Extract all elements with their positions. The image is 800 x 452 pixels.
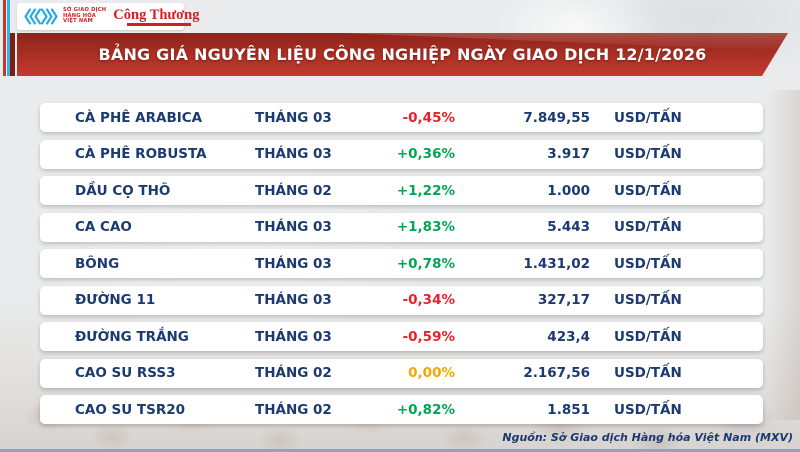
change-percent: -0,59% bbox=[402, 328, 455, 345]
price-value: 2.167,56 bbox=[523, 365, 590, 381]
change-percent: 0,00% bbox=[408, 365, 455, 381]
left-accent-stripe-cyan bbox=[7, 0, 10, 76]
table-row: BÔNG THÁNG 03 +0,78% 1.431,02 USD/TẤN bbox=[40, 249, 763, 278]
change-percent: +0,82% bbox=[396, 401, 455, 418]
commodity-name: CA CAO bbox=[75, 219, 132, 235]
logo-plate: SỞ GIAO DỊCH HÀNG HÓA VIỆT NAM Công Thươ… bbox=[17, 3, 199, 30]
price-unit: USD/TẤN bbox=[614, 146, 682, 162]
mxv-logo-line: SỞ GIAO DỊCH bbox=[63, 7, 107, 14]
price-value: 1.851 bbox=[547, 401, 590, 418]
mxv-logo-text: SỞ GIAO DỊCH HÀNG HÓA VIỆT NAM bbox=[63, 7, 107, 25]
price-unit: USD/TẤN bbox=[614, 401, 682, 418]
table-row: DẦU CỌ THÔ THÁNG 02 +1,22% 1.000 USD/TẤN bbox=[40, 176, 763, 205]
price-unit: USD/TẤN bbox=[614, 328, 682, 345]
price-value: 327,17 bbox=[537, 292, 590, 308]
change-percent: +0,36% bbox=[396, 146, 455, 162]
change-percent: -0,34% bbox=[402, 292, 455, 308]
price-unit: USD/TẤN bbox=[614, 292, 682, 308]
price-unit: USD/TẤN bbox=[614, 255, 682, 272]
mxv-logo-line: VIỆT NAM bbox=[63, 18, 93, 25]
commodity-name: CAO SU RSS3 bbox=[75, 365, 176, 381]
page-title: BẢNG GIÁ NGUYÊN LIỆU CÔNG NGHIỆP NGÀY GI… bbox=[98, 45, 707, 64]
commodity-name: ĐƯỜNG TRẮNG bbox=[75, 328, 189, 345]
change-percent: +1,83% bbox=[396, 219, 455, 235]
source-note: Nguồn: Sở Giao dịch Hàng hóa Việt Nam (M… bbox=[502, 431, 793, 444]
contract-month: THÁNG 02 bbox=[255, 182, 332, 199]
price-value: 423,4 bbox=[547, 328, 590, 345]
table-row: CAO SU RSS3 THÁNG 02 0,00% 2.167,56 USD/… bbox=[40, 358, 763, 388]
left-accent-stripe-red bbox=[3, 0, 6, 76]
contract-month: THÁNG 03 bbox=[255, 109, 332, 126]
price-unit: USD/TẤN bbox=[614, 109, 682, 126]
price-unit: USD/TẤN bbox=[614, 182, 682, 199]
table-row: ĐƯỜNG 11 THÁNG 03 -0,34% 327,17 USD/TẤN bbox=[40, 285, 763, 315]
price-value: 1.431,02 bbox=[523, 255, 590, 272]
contract-month: THÁNG 03 bbox=[255, 328, 332, 345]
commodity-name: DẦU CỌ THÔ bbox=[75, 182, 171, 199]
table-row: CÀ PHÊ ARABICA THÁNG 03 -0,45% 7.849,55 … bbox=[40, 103, 763, 132]
table-row: ĐƯỜNG TRẮNG THÁNG 03 -0,59% 423,4 USD/TẤ… bbox=[40, 322, 763, 351]
congthuong-logo-underline bbox=[127, 22, 192, 26]
price-unit: USD/TẤN bbox=[614, 365, 682, 381]
table-row: CA CAO THÁNG 03 +1,83% 5.443 USD/TẤN bbox=[40, 212, 763, 242]
commodity-name: CÀ PHÊ ROBUSTA bbox=[75, 146, 207, 162]
congthuong-logo: Công Thương bbox=[113, 6, 200, 26]
congthuong-logo-text: Công Thương bbox=[113, 6, 200, 23]
commodity-name: CÀ PHÊ ARABICA bbox=[75, 109, 203, 126]
banner-left-cap bbox=[10, 33, 15, 76]
contract-month: THÁNG 02 bbox=[255, 401, 332, 418]
mxv-logo-line: HÀNG HÓA bbox=[63, 12, 96, 19]
contract-month: THÁNG 03 bbox=[255, 146, 332, 162]
table-row: CÀ PHÊ ROBUSTA THÁNG 03 +0,36% 3.917 USD… bbox=[40, 139, 763, 169]
price-unit: USD/TẤN bbox=[614, 219, 682, 235]
commodity-name: ĐƯỜNG 11 bbox=[75, 292, 156, 308]
change-percent: +0,78% bbox=[396, 255, 455, 272]
bottom-strip bbox=[0, 449, 800, 452]
title-banner: BẢNG GIÁ NGUYÊN LIỆU CÔNG NGHIỆP NGÀY GI… bbox=[17, 33, 788, 76]
contract-month: THÁNG 03 bbox=[255, 255, 332, 272]
contract-month: THÁNG 02 bbox=[255, 365, 332, 381]
change-percent: -0,45% bbox=[402, 109, 455, 126]
price-value: 1.000 bbox=[547, 182, 590, 199]
contract-month: THÁNG 03 bbox=[255, 292, 332, 308]
table-row: CAO SU TSR20 THÁNG 02 +0,82% 1.851 USD/T… bbox=[40, 395, 763, 424]
price-table: CÀ PHÊ ARABICA THÁNG 03 -0,45% 7.849,55 … bbox=[40, 103, 763, 432]
price-value: 7.849,55 bbox=[523, 109, 590, 126]
price-value: 3.917 bbox=[547, 146, 590, 162]
change-percent: +1,22% bbox=[396, 182, 455, 199]
price-value: 5.443 bbox=[547, 219, 590, 235]
contract-month: THÁNG 03 bbox=[255, 219, 332, 235]
commodity-name: CAO SU TSR20 bbox=[75, 401, 186, 418]
mxv-chevrons-icon bbox=[24, 8, 58, 25]
commodity-name: BÔNG bbox=[75, 255, 120, 272]
